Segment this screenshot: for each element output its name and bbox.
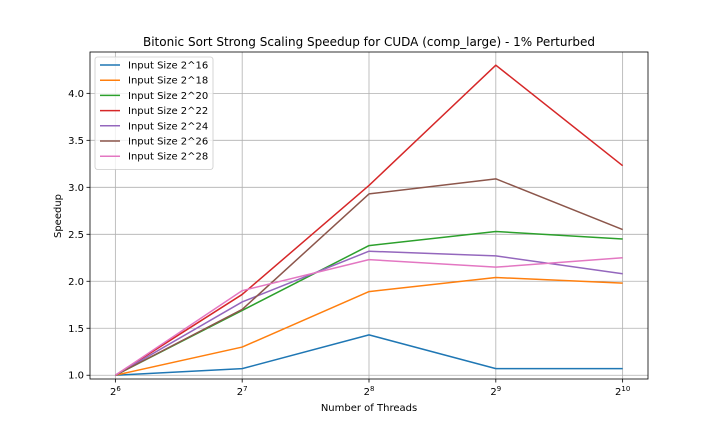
y-axis-label: Speedup: [53, 194, 64, 238]
y-tick-label: 3.0: [68, 183, 84, 194]
y-tick-label: 4.0: [68, 89, 84, 100]
grid: [90, 52, 648, 379]
x-tick-label: 210: [615, 385, 630, 398]
series-line-3: [114, 64, 624, 376]
series-line-5: [115, 178, 623, 376]
axis-ticks: 26 27 28 29 210 1.0 1.5 2.0 2.5 3.0 3.5 4.0: [68, 89, 630, 398]
legend-label: Input Size 2^26: [128, 137, 208, 148]
legend-label: Input Size 2^18: [128, 76, 208, 87]
y-tick-label: 2.0: [68, 277, 84, 288]
series-line-1: [115, 276, 623, 376]
y-tick-label: 1.5: [68, 324, 84, 335]
legend-box: [94, 56, 214, 170]
x-tick-label: 29: [490, 385, 501, 398]
legend-label: Input Size 2^24: [128, 121, 208, 132]
chart-title: Bitonic Sort Strong Scaling Speedup for …: [143, 35, 595, 49]
y-tick-label: 1.0: [68, 371, 84, 382]
series-line-4: [114, 250, 623, 376]
series-line-6: [114, 257, 623, 376]
legend: Input Size 2^16 Input Size 2^18 Input Size…: [94, 56, 214, 170]
x-axis-label: Number of Threads: [321, 403, 417, 414]
series-lines: [114, 64, 624, 376]
legend-label: Input Size 2^22: [128, 106, 208, 117]
legend-label: Input Size 2^20: [128, 91, 208, 102]
x-tick-label: 26: [110, 385, 121, 398]
x-tick-label: 28: [364, 385, 375, 398]
legend-label: Input Size 2^28: [128, 152, 208, 163]
y-tick-label: 2.5: [68, 230, 84, 241]
legend-label: Input Size 2^16: [128, 61, 208, 72]
y-tick-label: 3.5: [68, 136, 84, 147]
x-tick-label: 27: [237, 385, 248, 398]
series-line-0: [115, 334, 623, 376]
